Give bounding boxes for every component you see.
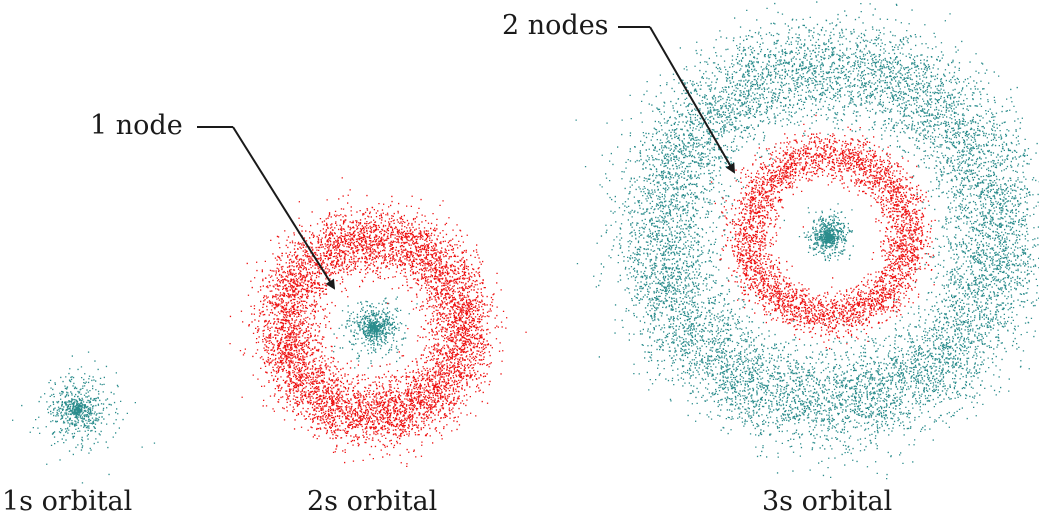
orbital-2s-label: 2s orbital [307,486,438,517]
orbital-2s-cloud [229,177,527,467]
orbital-3s-cloud [575,1,1039,480]
orbital-2s-stipple [229,177,527,467]
orbital-1s-stipple [12,351,156,484]
orbital-3s-stipple [710,114,936,350]
orbital-1s-cloud [12,351,156,484]
orbital-3s-stipple [575,1,1039,480]
node2-annotation: 2 nodes [502,10,609,41]
orbital-1s-label: 1s orbital [2,486,133,517]
node1-annotation: 1 node [90,110,183,141]
node1-arrow [232,126,336,290]
orbital-2s-stipple [333,296,418,369]
node2-pointer [618,26,736,174]
orbital-3s-label: 3s orbital [762,486,893,517]
node2-arrow [649,26,736,174]
node1-pointer [197,126,336,290]
